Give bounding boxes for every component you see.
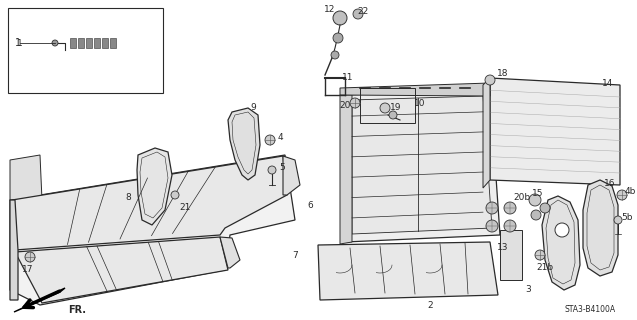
- Text: 22: 22: [357, 7, 369, 17]
- Text: 2: 2: [427, 300, 433, 309]
- Circle shape: [380, 103, 390, 113]
- Text: 10: 10: [414, 99, 426, 108]
- Circle shape: [353, 9, 363, 19]
- Circle shape: [333, 33, 343, 43]
- Bar: [8, 8, 163, 93]
- Text: 5b: 5b: [621, 213, 633, 222]
- Text: STA3-B4100A: STA3-B4100A: [564, 306, 615, 315]
- Text: 14: 14: [603, 78, 613, 87]
- Polygon shape: [542, 196, 580, 290]
- Polygon shape: [340, 83, 490, 96]
- Polygon shape: [345, 90, 500, 242]
- Text: 15: 15: [533, 188, 544, 197]
- Circle shape: [504, 202, 516, 214]
- Circle shape: [171, 191, 179, 199]
- Polygon shape: [10, 155, 42, 200]
- Text: 21: 21: [179, 203, 190, 212]
- Circle shape: [486, 202, 498, 214]
- Text: 4: 4: [277, 133, 283, 142]
- Circle shape: [486, 220, 498, 232]
- Text: 18: 18: [497, 68, 509, 77]
- Circle shape: [617, 190, 627, 200]
- Text: 19: 19: [390, 103, 402, 113]
- Circle shape: [540, 203, 550, 213]
- Text: 16: 16: [605, 179, 616, 188]
- Text: 17: 17: [22, 266, 34, 275]
- Text: 1: 1: [17, 38, 23, 47]
- Circle shape: [504, 220, 516, 232]
- Text: 13: 13: [497, 244, 509, 252]
- Polygon shape: [228, 108, 260, 180]
- Polygon shape: [490, 78, 620, 185]
- Text: 8: 8: [125, 193, 131, 202]
- Circle shape: [529, 194, 541, 206]
- Polygon shape: [137, 148, 172, 225]
- Circle shape: [389, 111, 397, 119]
- Circle shape: [265, 135, 275, 145]
- Text: 6: 6: [307, 201, 313, 210]
- Circle shape: [333, 11, 347, 25]
- Text: 11: 11: [342, 74, 354, 83]
- Polygon shape: [10, 155, 295, 305]
- Polygon shape: [102, 38, 108, 48]
- Text: 7: 7: [292, 251, 298, 260]
- Circle shape: [614, 216, 622, 224]
- Text: 4b: 4b: [624, 188, 636, 196]
- Circle shape: [350, 98, 360, 108]
- Polygon shape: [70, 38, 76, 48]
- Polygon shape: [86, 38, 92, 48]
- Polygon shape: [14, 288, 65, 312]
- Polygon shape: [15, 237, 228, 303]
- Circle shape: [555, 223, 569, 237]
- Polygon shape: [78, 38, 84, 48]
- Text: 21b: 21b: [536, 263, 554, 273]
- Polygon shape: [94, 38, 100, 48]
- Bar: [500, 230, 522, 280]
- Circle shape: [25, 252, 35, 262]
- Circle shape: [531, 210, 541, 220]
- Circle shape: [268, 166, 276, 174]
- Polygon shape: [220, 237, 240, 268]
- Polygon shape: [483, 78, 490, 188]
- Polygon shape: [318, 242, 498, 300]
- Circle shape: [485, 75, 495, 85]
- Text: 20b: 20b: [513, 194, 531, 203]
- Polygon shape: [10, 200, 18, 300]
- Bar: [360, 88, 415, 123]
- Text: 20: 20: [340, 100, 351, 109]
- Polygon shape: [110, 38, 116, 48]
- Text: 3: 3: [525, 285, 531, 294]
- Text: FR.: FR.: [68, 305, 86, 315]
- Text: 9: 9: [250, 103, 256, 113]
- Polygon shape: [340, 95, 352, 244]
- Polygon shape: [12, 156, 287, 250]
- Text: 1: 1: [15, 38, 21, 48]
- Circle shape: [535, 250, 545, 260]
- Circle shape: [52, 40, 58, 46]
- Text: 5: 5: [279, 164, 285, 172]
- Text: 12: 12: [324, 5, 336, 14]
- Circle shape: [331, 51, 339, 59]
- Polygon shape: [283, 156, 300, 195]
- Polygon shape: [583, 180, 618, 276]
- Polygon shape: [352, 96, 492, 234]
